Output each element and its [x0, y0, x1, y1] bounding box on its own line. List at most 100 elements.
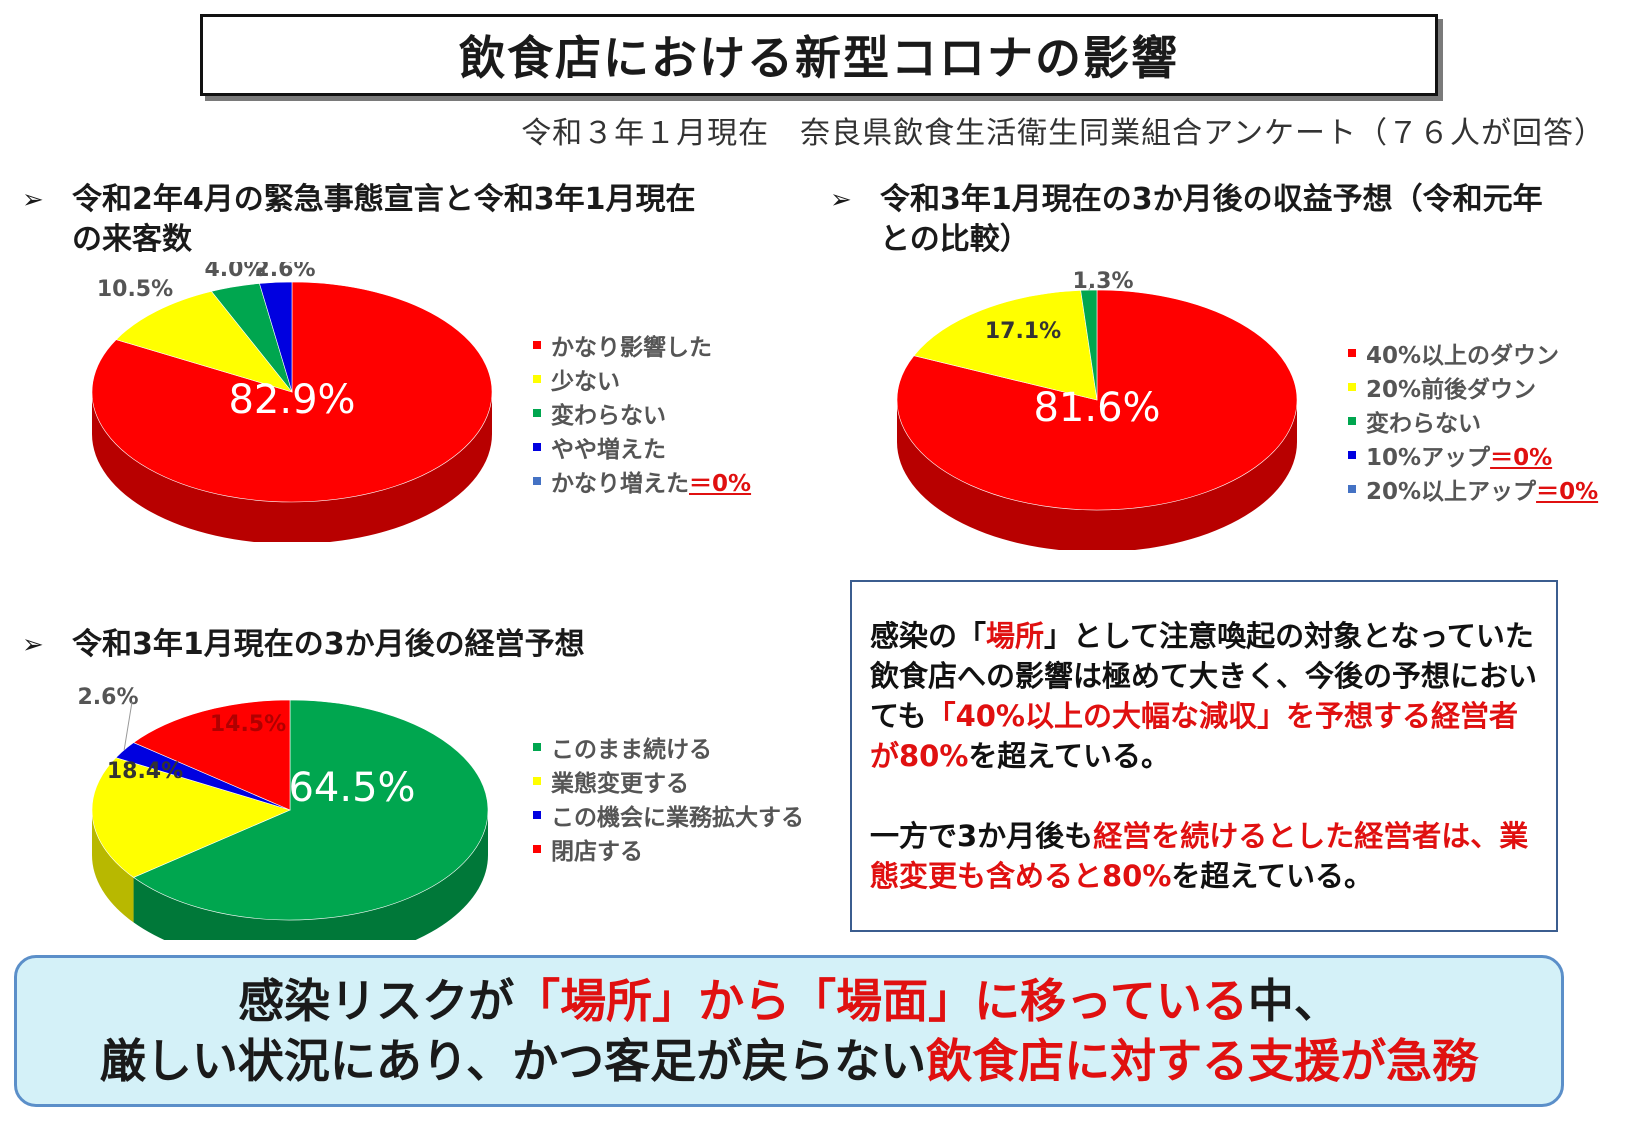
- pie-data-label: 17.1%: [985, 319, 1061, 344]
- note-text-segment: 経営を続けるとした経営者は、業態変更も含めると80%: [870, 819, 1529, 893]
- legend-swatch: [1348, 349, 1356, 357]
- pie-data-label: 2.6%: [77, 685, 138, 710]
- legend-item: 10%アップ ＝0%: [1348, 438, 1598, 472]
- legend-zero-note: ＝0%: [689, 471, 752, 497]
- legend-label: この機会に業務拡大する: [551, 805, 804, 831]
- legend-swatch: [533, 743, 541, 751]
- chart1-legend: かなり影響した 少ない 変わらない やや増えた かなり増えた ＝0%: [533, 328, 751, 498]
- pie-slice: [91, 757, 291, 878]
- legend-swatch: [533, 341, 541, 349]
- legend-label: 少ない: [551, 369, 620, 395]
- chart3-heading: ➢ 令和3年1月現在の3か月後の経営予想: [22, 625, 782, 665]
- leader-line: [1088, 287, 1091, 291]
- note-text-segment: 感染の「: [870, 619, 987, 653]
- legend-swatch: [533, 811, 541, 819]
- legend-item: 業態変更する: [533, 764, 804, 798]
- legend-label: やや増えた: [551, 437, 666, 463]
- legend-item: やや増えた: [533, 430, 751, 464]
- legend-item: 変わらない: [533, 396, 751, 430]
- arrow-bullet-icon: ➢: [22, 185, 44, 215]
- pie-slice: [259, 281, 293, 393]
- legend-item: 少ない: [533, 362, 751, 396]
- legend-item: 20%以上アップ ＝0%: [1348, 472, 1598, 506]
- legend-label: かなり増えた: [551, 471, 689, 497]
- banner-text-segment: 「場所」から「場面」に移っている: [514, 974, 1248, 1028]
- legend-swatch: [533, 375, 541, 383]
- note-text-segment: を超えている。: [1171, 859, 1373, 893]
- legend-swatch: [1348, 451, 1356, 459]
- legend-label: かなり影響した: [551, 335, 712, 361]
- arrow-bullet-icon: ➢: [22, 630, 44, 660]
- pie-slice-side: [92, 810, 134, 923]
- legend-label: このまま続ける: [551, 737, 712, 763]
- pie-data-label: 18.4%: [107, 759, 183, 784]
- note-text-segment: 」として注意喚起の対象となっていた飲食店への影響は極めて大きく、今後の予想におい…: [870, 619, 1538, 733]
- legend-label: 変わらない: [551, 403, 666, 429]
- chart2-legend: 40%以上のダウン 20%前後ダウン 変わらない 10%アップ ＝0% 20%以上アップ＝…: [1348, 336, 1598, 506]
- chart2-heading-line2: との比較）: [880, 222, 1030, 257]
- legend-swatch: [1348, 485, 1356, 493]
- legend-swatch: [1348, 417, 1356, 425]
- legend-swatch: [533, 443, 541, 451]
- chart2-heading: ➢ 令和3年1月現在の3か月後の収益予想（令和元年 との比較）: [830, 180, 1620, 260]
- note-text-segment: 場所: [986, 619, 1045, 653]
- chart1-heading-line2: の来客数: [72, 222, 192, 257]
- conclusion-banner: 感染リスクが「場所」から「場面」に移っている中、 厳しい状況にあり、かつ客足が戻…: [14, 955, 1564, 1107]
- legend-label: 40%以上のダウン: [1366, 343, 1560, 369]
- summary-paragraph-1: 感染の「場所」として注意喚起の対象となっていた飲食店への影響は極めて大きく、今後…: [870, 616, 1540, 776]
- pie-data-label: 14.5%: [210, 712, 286, 737]
- note-text-segment: 「40%以上の大幅な減収」を予想する経営者が80%: [870, 699, 1518, 773]
- note-text-segment: 一方で3か月後も: [870, 819, 1094, 853]
- legend-label: 10%アップ: [1366, 445, 1491, 471]
- legend-label: 閉店する: [551, 839, 643, 865]
- legend-item: かなり増えた ＝0%: [533, 464, 751, 498]
- pie-data-label: 82.9%: [228, 377, 355, 423]
- note-text-segment: を超えている。: [968, 739, 1170, 773]
- chart2-heading-line1: 令和3年1月現在の3か月後の収益予想（令和元年: [880, 182, 1543, 217]
- summary-note-box: 感染の「場所」として注意喚起の対象となっていた飲食店への影響は極めて大きく、今後…: [850, 580, 1558, 932]
- leader-line: [123, 701, 133, 750]
- legend-item: この機会に業務拡大する: [533, 798, 804, 832]
- banner-text-segment: 飲食店に対する支援が急務: [926, 1034, 1479, 1088]
- pie-data-label: 10.5%: [97, 277, 173, 302]
- summary-paragraph-2: 一方で3か月後も経営を続けるとした経営者は、業態変更も含めると80%を超えている…: [870, 816, 1540, 896]
- banner-text-segment: 厳しい状況にあり、かつ客足が戻らない: [99, 1034, 927, 1088]
- pie-slice: [115, 290, 293, 393]
- pie-data-label: 1.3%: [1072, 270, 1133, 294]
- legend-swatch: [533, 477, 541, 485]
- legend-zero-note: ＝0%: [1490, 445, 1553, 471]
- legend-swatch: [533, 845, 541, 853]
- pie-data-label: 2.6%: [254, 262, 315, 282]
- page-title: 飲食店における新型コロナの影響: [200, 14, 1438, 96]
- chart1-heading-line1: 令和2年4月の緊急事態宣言と令和3年1月現在: [72, 182, 696, 217]
- chart1-pie: 82.9% 10.5% 4.0%2.6%: [91, 262, 493, 542]
- conclusion-line-1: 感染リスクが「場所」から「場面」に移っている中、: [238, 971, 1340, 1031]
- conclusion-line-2: 厳しい状況にあり、かつ客足が戻らない飲食店に対する支援が急務: [100, 1031, 1478, 1091]
- banner-text-segment: 中、: [1247, 974, 1340, 1028]
- legend-swatch: [533, 777, 541, 785]
- legend-item: 20%前後ダウン: [1348, 370, 1598, 404]
- legend-item: かなり影響した: [533, 328, 751, 362]
- pie-data-label: 81.6%: [1033, 385, 1160, 431]
- chart3-heading-line1: 令和3年1月現在の3か月後の経営予想: [72, 627, 585, 662]
- legend-swatch: [1348, 383, 1356, 391]
- chart3-legend: このまま続ける 業態変更するこの機会に業務拡大する 閉店する: [533, 730, 804, 866]
- pie-slice: [132, 699, 291, 811]
- pie-slice: [132, 699, 489, 921]
- legend-label: 変わらない: [1366, 411, 1481, 437]
- pie-slice-side: [133, 810, 488, 940]
- legend-zero-note: ＝0%: [1536, 479, 1599, 505]
- arrow-bullet-icon: ➢: [830, 185, 852, 215]
- pie-slice-side: [897, 400, 1297, 550]
- legend-item: このまま続ける: [533, 730, 804, 764]
- pie-data-label: 64.5%: [288, 765, 415, 811]
- banner-text-segment: 感染リスクが: [238, 974, 515, 1028]
- survey-source: 令和３年１月現在 奈良県飲食生活衛生同業組合アンケート（７６人が回答）: [521, 116, 1605, 151]
- pie-data-label: 4.0%: [204, 262, 265, 282]
- pie-slice-side: [92, 392, 492, 542]
- legend-label: 20%以上アップ: [1366, 479, 1537, 505]
- chart1-heading: ➢ 令和2年4月の緊急事態宣言と令和3年1月現在 の来客数: [22, 180, 782, 260]
- legend-label: 業態変更する: [551, 771, 689, 797]
- chart2-pie: 81.6% 17.1% 1.3%: [896, 270, 1298, 550]
- legend-label: 20%前後ダウン: [1366, 377, 1537, 403]
